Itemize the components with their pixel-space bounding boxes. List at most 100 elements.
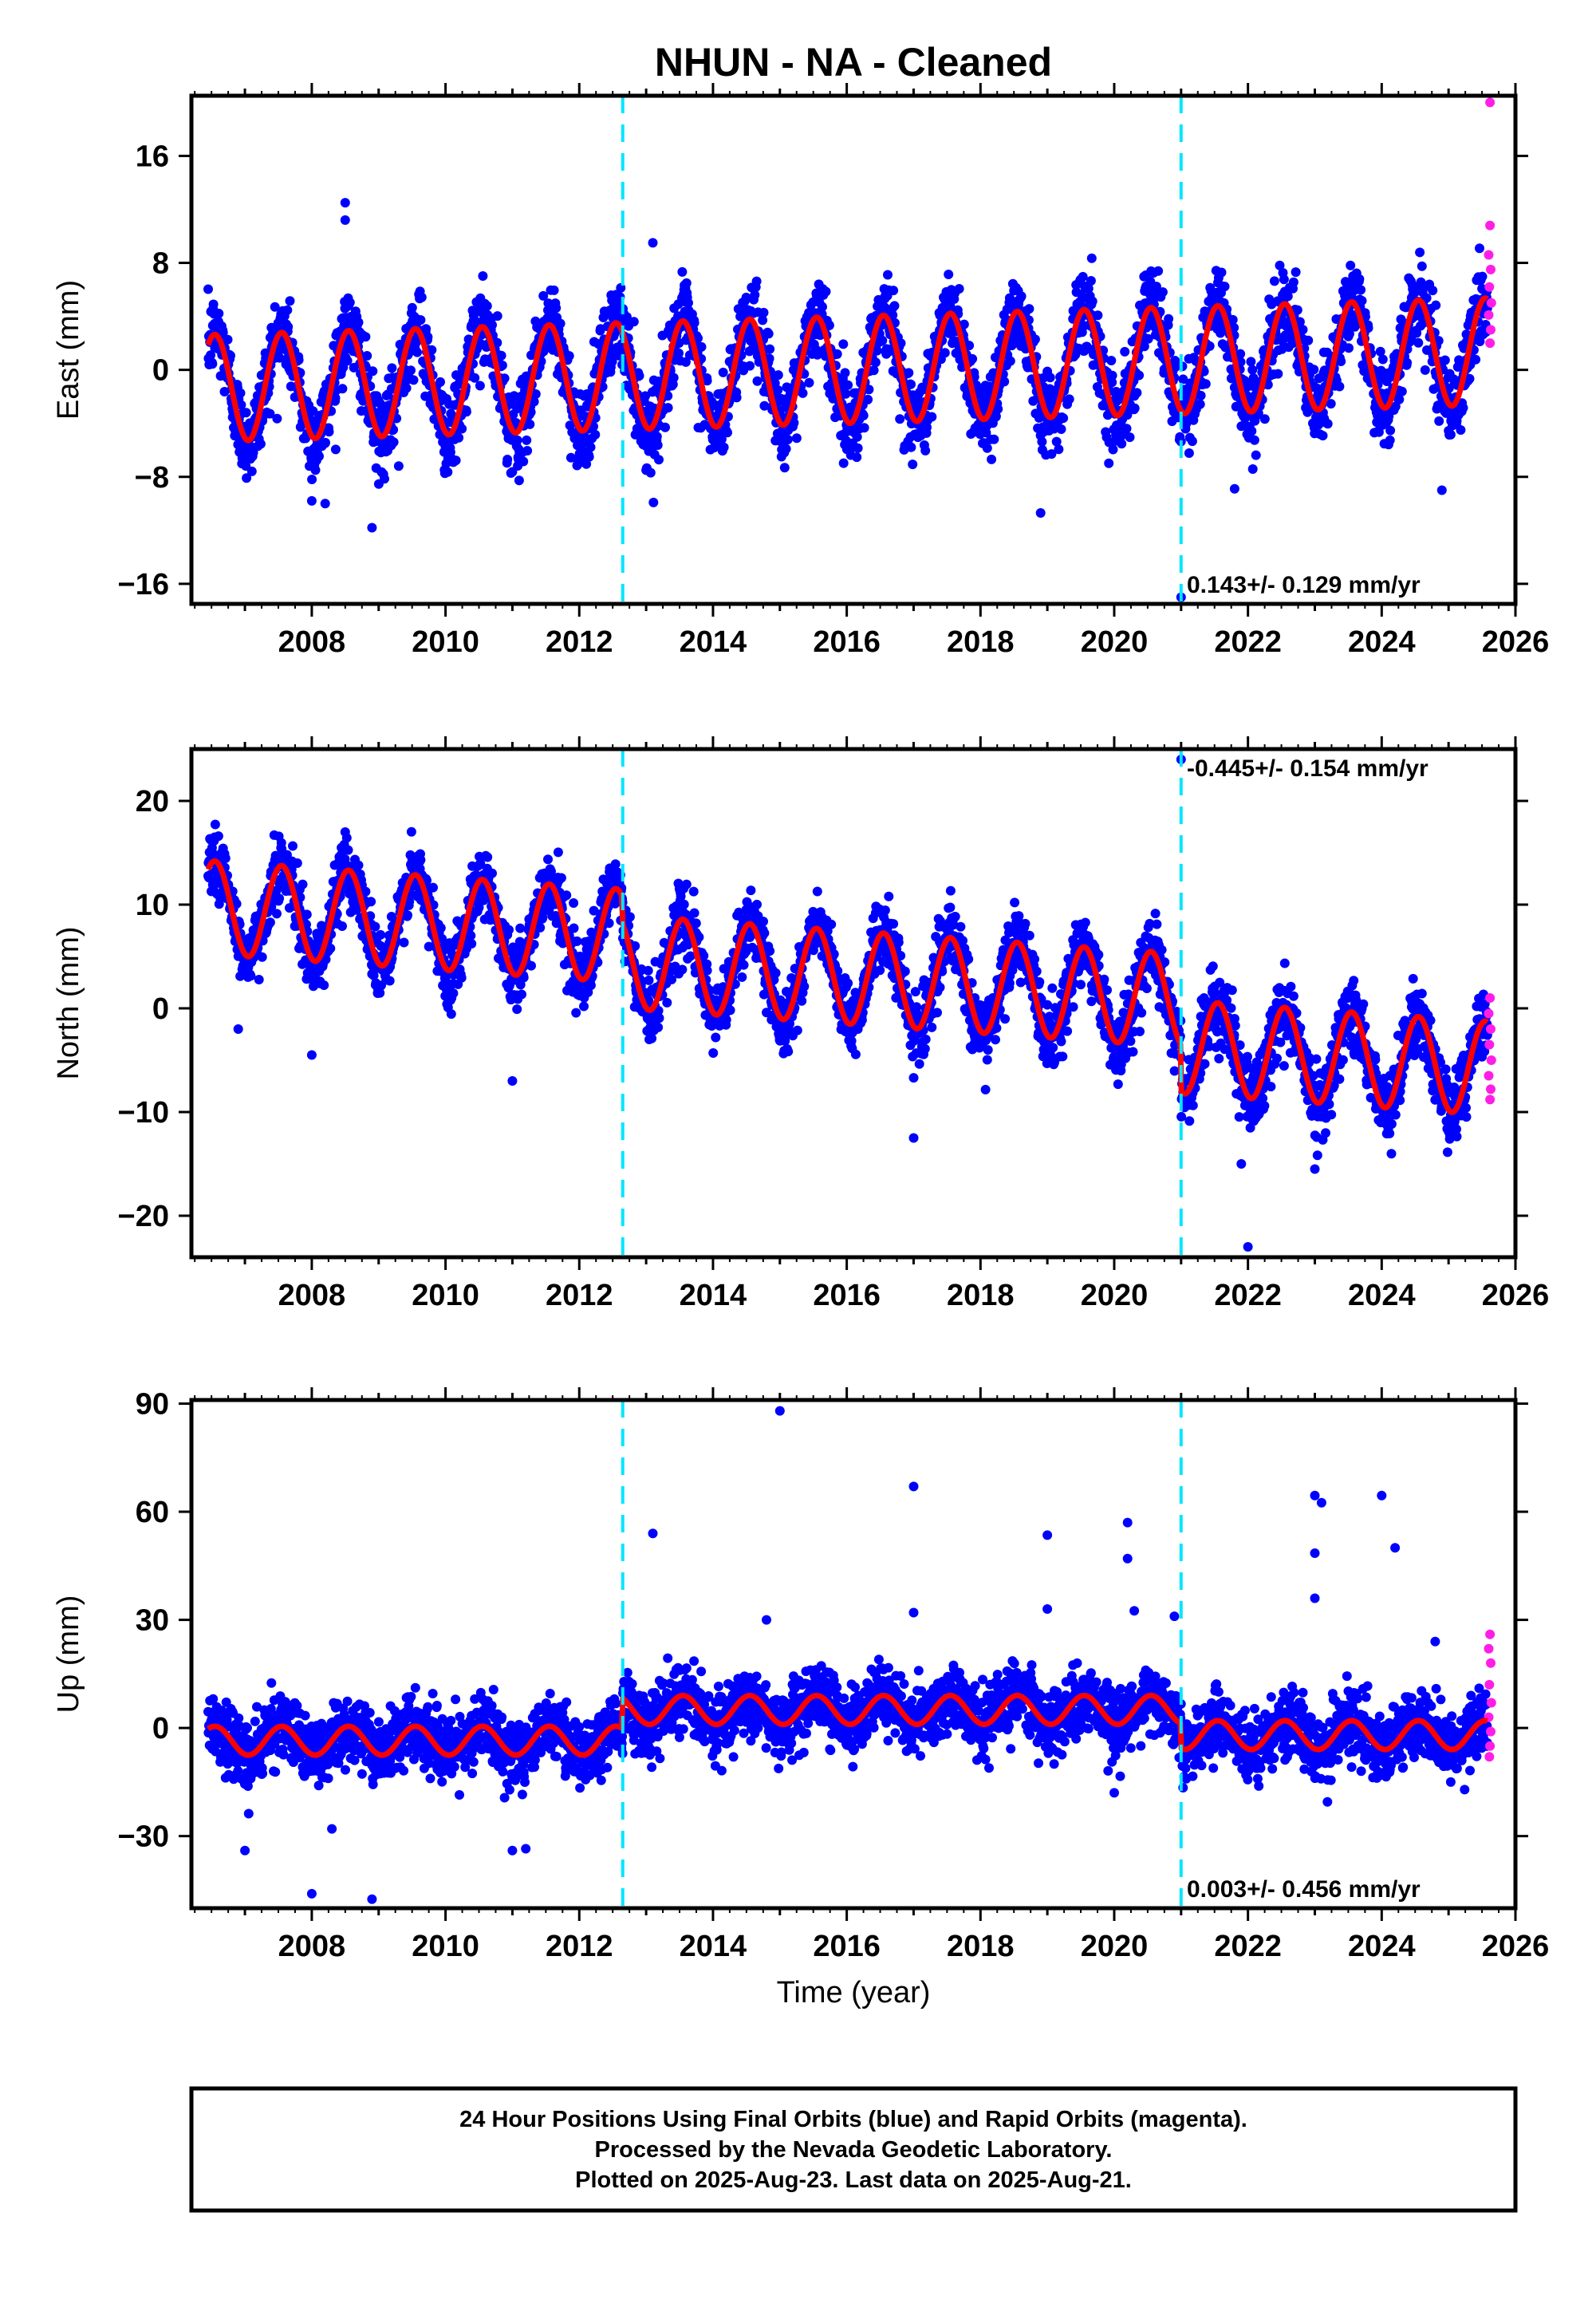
final-orbit-point <box>493 311 502 321</box>
final-orbit-outlier <box>641 465 651 475</box>
final-orbit-point <box>325 427 334 436</box>
final-orbit-point <box>428 883 438 893</box>
final-orbit-point <box>906 443 916 452</box>
final-orbit-point <box>993 404 1003 414</box>
final-orbit-point <box>207 848 217 858</box>
final-orbit-point <box>1217 268 1227 278</box>
final-orbit-point <box>1057 424 1066 434</box>
final-orbit-point <box>838 339 848 349</box>
final-orbit-point <box>389 437 399 447</box>
final-orbit-point <box>682 278 692 288</box>
final-orbit-point <box>298 880 308 889</box>
final-orbit-point <box>1471 355 1480 365</box>
x-tick-label: 2026 <box>1482 625 1550 659</box>
final-orbit-point <box>764 329 774 338</box>
final-orbit-point <box>409 375 419 385</box>
final-orbit-point <box>654 455 664 464</box>
final-orbit-point <box>1132 388 1141 397</box>
final-orbit-point <box>214 831 223 841</box>
final-orbit-point <box>518 457 528 467</box>
final-orbit-point <box>517 990 526 1000</box>
final-orbit-point <box>487 320 497 329</box>
final-orbit-point <box>1201 379 1211 388</box>
final-orbit-point <box>839 459 849 468</box>
final-orbit-point <box>361 332 370 341</box>
final-orbit-point <box>920 446 930 456</box>
final-orbit-point <box>354 861 364 870</box>
final-orbit-outlier <box>341 215 350 225</box>
rapid-orbit-point <box>1485 338 1495 348</box>
final-orbit-point <box>883 270 893 280</box>
final-orbit-point <box>1088 297 1097 306</box>
final-orbit-point <box>569 898 578 908</box>
final-orbit-point <box>448 988 458 998</box>
y-tick-label: 0 <box>152 354 169 388</box>
final-orbit-point <box>677 267 687 277</box>
final-orbit-point <box>999 377 1009 386</box>
final-orbit-point <box>380 474 389 483</box>
final-orbit-point <box>752 277 762 286</box>
final-orbit-point <box>407 827 416 837</box>
final-orbit-point <box>366 897 376 906</box>
final-orbit-point <box>586 443 596 452</box>
final-orbit-point <box>223 335 233 345</box>
final-orbit-point <box>1431 301 1440 310</box>
final-orbit-point <box>1078 272 1088 282</box>
final-orbit-point <box>344 846 353 855</box>
final-orbit-point <box>745 361 755 371</box>
final-orbit-point <box>1122 424 1132 433</box>
final-orbit-point <box>307 475 317 484</box>
final-orbit-point <box>451 456 461 465</box>
final-orbit-point <box>1478 272 1488 282</box>
y-axis-label: East (mm) <box>52 280 85 420</box>
final-orbit-point <box>478 271 487 281</box>
final-orbit-outlier <box>321 499 330 508</box>
final-orbit-point <box>1323 419 1333 428</box>
final-orbit-outlier <box>394 461 404 471</box>
final-orbit-point <box>723 428 732 437</box>
final-orbit-point <box>1421 365 1430 375</box>
rapid-orbit-point <box>1487 298 1496 308</box>
final-orbit-point <box>1164 314 1173 324</box>
final-orbit-point <box>258 952 267 962</box>
final-orbit-point <box>859 411 869 420</box>
final-orbit-point <box>753 377 763 386</box>
final-orbit-point <box>221 854 231 863</box>
final-orbit-point <box>590 430 600 440</box>
final-orbit-point <box>869 365 879 375</box>
final-orbit-point <box>571 1008 581 1018</box>
final-orbit-point <box>550 286 559 295</box>
final-orbit-point <box>863 395 873 404</box>
final-orbit-outlier <box>1230 484 1239 494</box>
final-orbit-point <box>927 412 936 422</box>
y-tick-label: 8 <box>152 247 169 281</box>
rapid-orbit-point <box>1484 282 1494 292</box>
final-orbit-point <box>1358 296 1367 306</box>
final-orbit-point <box>1058 413 1068 423</box>
x-tick-label: 2024 <box>1348 625 1416 659</box>
final-orbit-point <box>302 909 312 919</box>
final-orbit-point <box>331 444 341 454</box>
final-orbit-point <box>362 351 372 361</box>
final-orbit-point <box>1093 310 1102 320</box>
final-orbit-point <box>664 403 673 412</box>
final-orbit-point <box>1109 445 1118 455</box>
final-orbit-point <box>562 890 571 900</box>
final-orbit-point <box>314 452 324 461</box>
final-orbit-point <box>853 444 863 453</box>
final-orbit-point <box>1248 464 1258 474</box>
final-orbit-point <box>321 438 330 448</box>
final-orbit-point <box>1086 276 1096 286</box>
final-orbit-point <box>1334 382 1344 392</box>
final-orbit-point <box>487 869 497 878</box>
final-orbit-point <box>818 302 827 312</box>
final-orbit-point <box>1326 399 1336 408</box>
final-orbit-point <box>1402 358 1412 368</box>
final-orbit-point <box>805 378 814 388</box>
final-orbit-point <box>573 937 582 946</box>
final-orbit-point <box>1434 416 1444 426</box>
final-orbit-point <box>483 853 492 862</box>
final-orbit-point <box>765 345 774 354</box>
x-tick-label: 2008 <box>278 625 346 659</box>
